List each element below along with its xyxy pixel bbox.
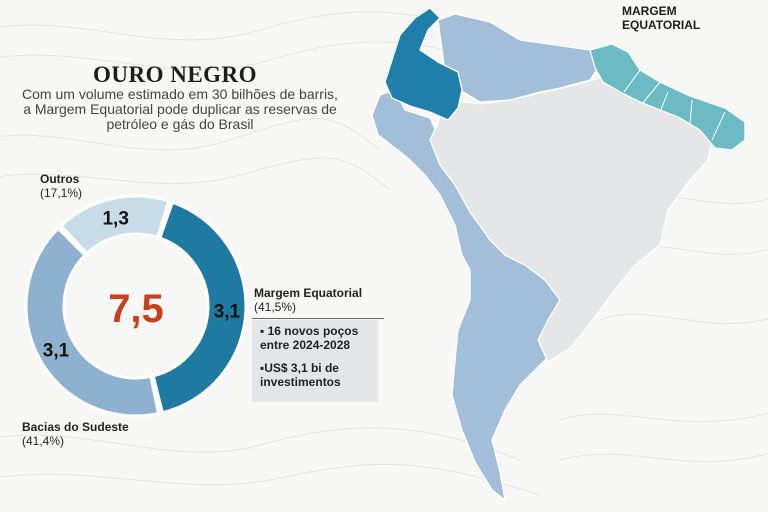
info-line-investment: ▪US$ 3,1 bi de investimentos (260, 361, 341, 389)
info-line-wells: ▪ 16 novos poços entre 2024-2028 (260, 324, 359, 352)
label-outros: Outros (17,1%) (40, 172, 83, 200)
slice-value-margem-equatorial: 3,1 (214, 301, 241, 322)
label-bacias-do-sudeste: Bacias do Sudeste (41,4%) (22, 420, 129, 448)
map-label-margem-equatorial: MARGEM EQUATORIAL (622, 4, 701, 32)
slice-margem-equatorial (151, 200, 248, 415)
slice-value-bacias-do-sudeste: 3,1 (43, 340, 70, 361)
label-rule (252, 318, 384, 319)
slice-outros (58, 194, 171, 256)
map-neighbors-north (437, 13, 599, 103)
chart-title: OURO NEGRO (92, 62, 258, 87)
map-colombia (384, 7, 463, 121)
slice-value-outros: 1,3 (102, 208, 128, 229)
info-box: ▪ 16 novos poços entre 2024-2028 ▪US$ 3,… (252, 320, 378, 402)
chart-subtitle: Com um volume estimado em 30 bilhões de … (22, 86, 338, 132)
total-value: 7,5 (108, 287, 164, 331)
slice-bacias-do-sudeste (24, 226, 161, 418)
south-america-map (371, 7, 746, 501)
label-margem-equatorial: Margem Equatorial (41,5%) (254, 286, 363, 314)
